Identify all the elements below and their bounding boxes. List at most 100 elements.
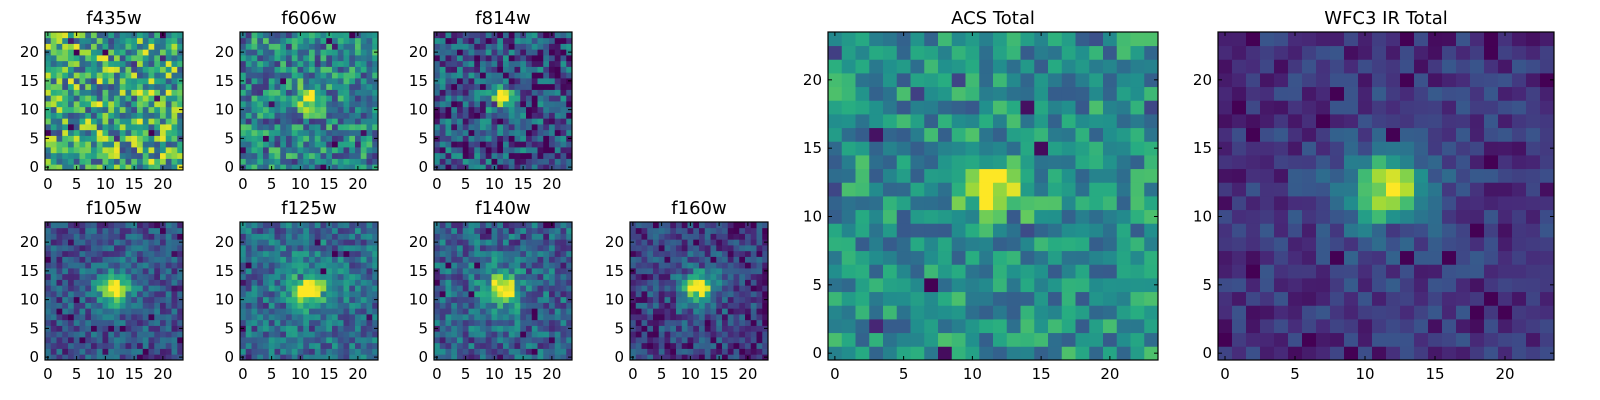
pixel-cell (291, 262, 298, 269)
pixel-cell (750, 314, 757, 321)
pixel-cell (670, 296, 677, 303)
pixel-cell (326, 250, 333, 257)
pixel-cell (177, 279, 184, 286)
pixel-cell (710, 296, 717, 303)
pixel-cell (73, 72, 80, 79)
pixel-cell (485, 273, 492, 280)
pixel-cell (647, 331, 654, 338)
pixel-cell (979, 114, 994, 129)
pixel-cell (154, 118, 161, 125)
pixel-cell (491, 66, 498, 73)
pixel-cell (79, 60, 86, 67)
pixel-cell (474, 291, 481, 298)
pixel-cell (177, 285, 184, 292)
pixel-cell (142, 89, 149, 96)
pixel-cell (263, 354, 270, 361)
pixel-cell (148, 95, 155, 102)
pixel-cell (142, 49, 149, 56)
pixel-cell (309, 152, 316, 159)
pixel-cell (503, 273, 510, 280)
pixel-cell (125, 337, 132, 344)
pixel-cell (137, 106, 144, 113)
pixel-cell (554, 273, 561, 280)
pixel-cell (670, 342, 677, 349)
pixel-cell (924, 127, 939, 142)
pixel-cell (137, 129, 144, 136)
pixel-cell (474, 314, 481, 321)
pixel-cell (119, 222, 126, 229)
pixel-cell (280, 331, 287, 338)
pixel-cell (1006, 319, 1021, 334)
pixel-cell (508, 262, 515, 269)
pixel-cell (349, 227, 356, 234)
pixel-cell (154, 239, 161, 246)
pixel-cell (554, 302, 561, 309)
pixel-cell (445, 124, 452, 131)
pixel-cell (710, 262, 717, 269)
pixel-cell (73, 152, 80, 159)
pixel-cell (286, 245, 293, 252)
pixel-cell (73, 118, 80, 125)
pixel-cell (274, 262, 281, 269)
pixel-cell (79, 141, 86, 148)
pixel-cell (543, 147, 550, 154)
pixel-cell (647, 239, 654, 246)
pixel-cell (320, 72, 327, 79)
pixel-cell (320, 308, 327, 315)
pixel-cell (142, 43, 149, 50)
pixel-cell (96, 43, 103, 50)
pixel-cell (537, 296, 544, 303)
pixel-cell (993, 209, 1008, 224)
pixel-cell (45, 112, 52, 119)
pixel-cell (303, 296, 310, 303)
pixel-cell (154, 37, 161, 44)
pixel-cell (286, 314, 293, 321)
pixel-cell (79, 250, 86, 257)
pixel-cell (366, 239, 373, 246)
pixel-cell (756, 342, 763, 349)
pixel-cell (160, 106, 167, 113)
pixel-cell (670, 348, 677, 355)
pixel-cell (526, 308, 533, 315)
pixel-cell (693, 348, 700, 355)
pixel-cell (1089, 86, 1104, 101)
pixel-cell (1526, 332, 1541, 347)
pixel-cell (497, 256, 504, 263)
pixel-cell (326, 227, 333, 234)
pixel-cell (727, 314, 734, 321)
pixel-cell (1144, 264, 1159, 279)
pixel-cell (676, 348, 683, 355)
pixel-cell (366, 245, 373, 252)
pixel-cell (462, 152, 469, 159)
pixel-cell (303, 342, 310, 349)
pixel-cell (245, 256, 252, 263)
pixel-cell (670, 337, 677, 344)
pixel-cell (337, 32, 344, 39)
pixel-cell (332, 101, 339, 108)
pixel-cell (543, 43, 550, 50)
pixel-cell (360, 141, 367, 148)
pixel-cell (291, 296, 298, 303)
y-tick-label: 0 (614, 348, 624, 366)
pixel-cell (131, 141, 138, 148)
pixel-cell (131, 262, 138, 269)
pixel-cell (245, 227, 252, 234)
pixel-cell (79, 78, 86, 85)
pixel-cell (125, 233, 132, 240)
pixel-cell (750, 273, 757, 280)
pixel-cell (497, 262, 504, 269)
pixel-cell (240, 314, 247, 321)
pixel-cell (716, 256, 723, 263)
pixel-cell (268, 37, 275, 44)
pixel-cell (491, 43, 498, 50)
pixel-cell (434, 342, 441, 349)
pixel-cell (733, 296, 740, 303)
pixel-cell (349, 342, 356, 349)
pixel-cell (439, 268, 446, 275)
pixel-cell (56, 296, 63, 303)
pixel-cell (938, 223, 953, 238)
pixel-cell (681, 285, 688, 292)
pixel-cell (96, 245, 103, 252)
pixel-cell (91, 337, 98, 344)
pixel-cell (681, 325, 688, 332)
